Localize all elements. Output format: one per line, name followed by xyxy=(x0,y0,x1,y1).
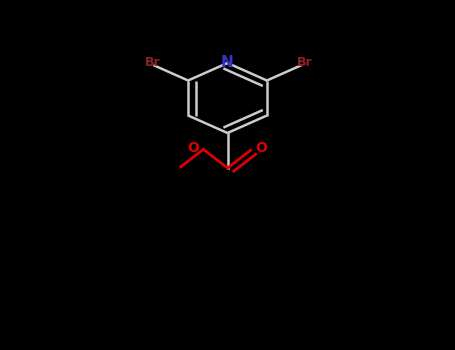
Text: Br: Br xyxy=(145,56,161,70)
Text: N: N xyxy=(221,55,234,70)
Text: O: O xyxy=(256,141,268,155)
Text: Br: Br xyxy=(297,56,313,70)
Text: O: O xyxy=(187,141,199,155)
